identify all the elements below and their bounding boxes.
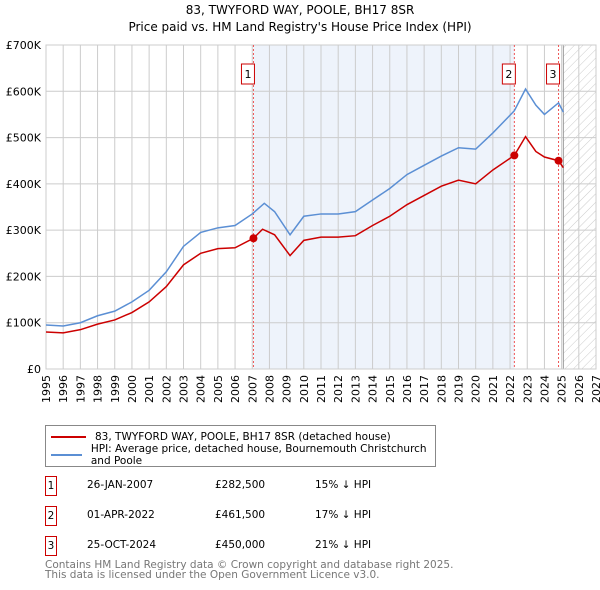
sale-date: 01-APR-2022 bbox=[87, 509, 155, 521]
shaded-period bbox=[253, 45, 515, 369]
x-tick-label: 2026 bbox=[573, 375, 586, 403]
x-tick-label: 1997 bbox=[74, 375, 87, 403]
sale-label: 3 bbox=[550, 68, 557, 81]
plot-frame bbox=[45, 44, 597, 370]
x-tick-label: 2009 bbox=[281, 375, 294, 403]
sale-label: 2 bbox=[505, 68, 512, 81]
sale-hpi-diff: 15% ↓ HPI bbox=[315, 479, 372, 491]
sale-date: 26-JAN-2007 bbox=[87, 479, 154, 491]
sale-row: 1 26-JAN-2007 £282,500 15% ↓ HPI bbox=[45, 476, 445, 496]
x-tick-label: 2001 bbox=[143, 375, 156, 403]
y-tick-label: £500K bbox=[6, 132, 42, 145]
sale-date: 25-OCT-2024 bbox=[87, 539, 156, 551]
sale-hpi-diff: 21% ↓ HPI bbox=[315, 539, 372, 551]
x-tick-label: 2015 bbox=[384, 375, 397, 403]
sale-label-box bbox=[501, 63, 516, 85]
legend-label: HPI: Average price, detached house, Bour… bbox=[90, 443, 427, 467]
footer-line: Contains HM Land Registry data © Crown c… bbox=[45, 559, 454, 571]
sale-point bbox=[554, 156, 563, 165]
sale-hpi-diff: 17% ↓ HPI bbox=[315, 509, 372, 521]
sale-number-box: 2 bbox=[45, 506, 57, 526]
x-tick-label: 2020 bbox=[470, 375, 483, 403]
x-tick-label: 2027 bbox=[590, 375, 600, 403]
price-chart: 83, TWYFORD WAY, POOLE, BH17 8SR Price p… bbox=[6, 3, 600, 403]
x-tick-label: 2025 bbox=[556, 375, 569, 403]
x-tick-label: 2019 bbox=[453, 375, 466, 403]
x-tick-label: 2018 bbox=[435, 375, 448, 403]
x-tick-label: 2016 bbox=[401, 375, 414, 403]
x-tick-label: 2010 bbox=[298, 375, 311, 403]
y-tick-label: £300K bbox=[6, 224, 42, 237]
x-tick-label: 2007 bbox=[246, 375, 259, 403]
y-tick-label: £600K bbox=[6, 85, 42, 98]
y-tick-label: £100K bbox=[6, 317, 42, 330]
x-tick-label: 2012 bbox=[332, 375, 345, 403]
sale-point bbox=[249, 234, 258, 243]
sale-price: £461,500 bbox=[215, 509, 266, 521]
footer: Contains HM Land Registry data © Crown c… bbox=[45, 559, 454, 581]
legend-label: 83, TWYFORD WAY, POOLE, BH17 8SR (detach… bbox=[95, 431, 391, 443]
sale-label-box bbox=[240, 63, 255, 85]
sale-price: £450,000 bbox=[215, 539, 266, 551]
y-tick-label: £400K bbox=[6, 178, 42, 191]
x-tick-label: 2003 bbox=[178, 375, 191, 403]
legend-item-property: 83, TWYFORD WAY, POOLE, BH17 8SR (detach… bbox=[46, 429, 391, 445]
sale-point bbox=[510, 151, 519, 160]
x-tick-label: 2006 bbox=[229, 375, 242, 403]
legend: 83, TWYFORD WAY, POOLE, BH17 8SR (detach… bbox=[45, 425, 436, 467]
forecast-hatch bbox=[563, 45, 596, 369]
sale-price: £282,500 bbox=[215, 479, 266, 491]
x-tick-label: 2014 bbox=[367, 375, 380, 403]
chart-title: 83, TWYFORD WAY, POOLE, BH17 8SR bbox=[186, 3, 415, 17]
series-line-hpi bbox=[45, 87, 565, 327]
sale-row: 2 01-APR-2022 £461,500 17% ↓ HPI bbox=[45, 506, 445, 526]
x-tick-label: 2004 bbox=[195, 375, 208, 403]
x-tick-label: 2021 bbox=[487, 375, 500, 403]
x-tick-label: 2022 bbox=[504, 375, 517, 403]
x-tick-label: 2017 bbox=[418, 375, 431, 403]
sale-row: 3 25-OCT-2024 £450,000 21% ↓ HPI bbox=[45, 536, 445, 556]
x-tick-label: 1998 bbox=[92, 375, 105, 403]
y-tick-label: £0 bbox=[27, 363, 41, 376]
x-tick-label: 1999 bbox=[109, 375, 122, 403]
x-tick-label: 1995 bbox=[40, 375, 53, 403]
chart-subtitle: Price paid vs. HM Land Registry's House … bbox=[128, 20, 471, 34]
legend-swatch bbox=[51, 436, 86, 438]
x-tick-label: 1996 bbox=[57, 375, 70, 403]
y-tick-label: £700K bbox=[6, 39, 42, 52]
sale-number-box: 3 bbox=[45, 536, 57, 556]
sale-label-box bbox=[546, 63, 561, 85]
legend-item-hpi: HPI: Average price, detached house, Bour… bbox=[46, 443, 435, 467]
footer-line: This data is licensed under the Open Gov… bbox=[45, 569, 380, 581]
x-tick-label: 2005 bbox=[212, 375, 225, 403]
x-tick-label: 2013 bbox=[349, 375, 362, 403]
legend-swatch bbox=[51, 454, 82, 456]
sale-number-box: 1 bbox=[45, 476, 57, 496]
x-tick-label: 2024 bbox=[538, 375, 551, 403]
sale-label: 1 bbox=[244, 68, 251, 81]
x-tick-label: 2023 bbox=[521, 375, 534, 403]
x-tick-label: 2008 bbox=[263, 375, 276, 403]
x-tick-label: 2002 bbox=[160, 375, 173, 403]
series-line-property bbox=[45, 135, 564, 334]
x-tick-label: 2011 bbox=[315, 375, 328, 403]
y-tick-label: £200K bbox=[6, 270, 42, 283]
x-tick-label: 2000 bbox=[126, 375, 139, 403]
